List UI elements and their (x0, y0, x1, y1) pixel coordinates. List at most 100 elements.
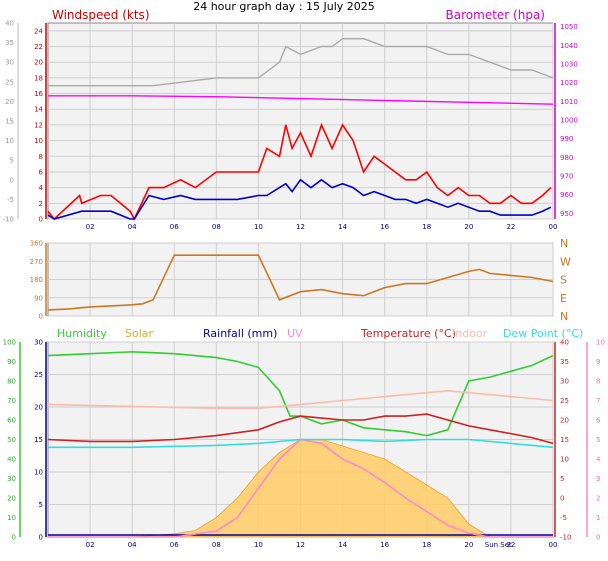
legend-item: Humidity (57, 327, 107, 340)
x-tick-label: 22 (506, 541, 515, 549)
x-tick-label: 16 (380, 223, 389, 231)
series-humidity (47, 350, 554, 437)
humidity-tick-label: 30 (7, 475, 16, 483)
temp-tick-label: 10 (560, 456, 569, 464)
compass-label: E (560, 292, 567, 305)
baro-tick-label: 1050 (560, 23, 578, 31)
outer-tick-label: 20 (5, 98, 14, 106)
series-uv (48, 438, 553, 538)
direction-tick-label: 360 (30, 240, 43, 248)
x-tick-label: 12 (296, 223, 305, 231)
humidity-tick-label: 40 (7, 456, 16, 464)
x-tick-label: 20 (464, 541, 473, 549)
uv-tick-label: 7 (596, 397, 600, 405)
temp-tick-label: 30 (560, 378, 569, 386)
outer-tick-label: 0 (10, 176, 14, 184)
wind-tick-label: 22 (34, 43, 43, 51)
x-tick-label: 20 (464, 223, 473, 231)
rain-tick-label: 15 (34, 436, 43, 444)
rain-tick-label: 0 (39, 534, 43, 542)
direction-tick-label: 90 (34, 294, 43, 302)
series-wind (47, 178, 552, 220)
baro-tick-label: 960 (560, 191, 573, 199)
temp-tick-label: -5 (560, 514, 567, 522)
x-tick-label: Sun Set (485, 541, 512, 549)
rain-tick-label: 20 (34, 404, 43, 412)
legend-item: UV (287, 327, 303, 340)
x-tick-label: 02 (86, 223, 95, 231)
temp-tick-label: -10 (560, 534, 571, 542)
temp-tick-label: 5 (560, 475, 564, 483)
temp-tick-label: 0 (560, 495, 564, 503)
rain-tick-label: 10 (34, 469, 43, 477)
baro-tick-label: 1030 (560, 61, 578, 69)
x-tick-label: 14 (338, 541, 347, 549)
humidity-tick-label: 70 (7, 397, 16, 405)
series-gust-max (48, 38, 554, 87)
wind-axis-label: Windspeed (kts) (52, 8, 150, 22)
wind-tick-label: 2 (39, 200, 43, 208)
baro-tick-label: 1020 (560, 79, 578, 87)
wind-tick-label: 8 (39, 153, 43, 161)
rain-tick-label: 5 (39, 501, 43, 509)
x-tick-label: 16 (380, 541, 389, 549)
baro-tick-label: 1010 (560, 98, 578, 106)
baro-tick-label: 950 (560, 210, 573, 218)
series-direction (47, 254, 554, 311)
humidity-tick-label: 50 (7, 436, 16, 444)
outer-tick-label: 15 (5, 118, 14, 126)
x-tick-label: 18 (422, 223, 431, 231)
wind-tick-label: 18 (34, 74, 43, 82)
page-title: 24 hour graph day : 15 July 2025 (193, 0, 375, 13)
outer-tick-label: 30 (5, 59, 14, 67)
x-tick-label: 06 (170, 223, 179, 231)
outer-tick-label: 35 (5, 39, 14, 47)
rain-tick-label: 30 (34, 339, 43, 347)
wind-tick-label: 16 (34, 90, 43, 98)
legend-item: Indoor (452, 327, 488, 340)
x-tick-label: 04 (128, 223, 137, 231)
outer-tick-label: 25 (5, 78, 14, 86)
humidity-tick-label: 80 (7, 378, 16, 386)
series-indoor (47, 389, 554, 410)
uv-tick-label: 2 (596, 495, 600, 503)
legend-item: Temperature (°C) (360, 327, 456, 340)
x-tick-label: 00 (549, 223, 558, 231)
x-tick-label: 10 (254, 223, 263, 231)
direction-tick-label: 270 (30, 258, 43, 266)
uv-tick-label: 5 (596, 436, 600, 444)
series-temperature-c (47, 413, 554, 445)
wind-tick-label: 20 (34, 59, 43, 67)
series-barometer (48, 95, 554, 105)
humidity-tick-label: 10 (7, 514, 16, 522)
direction-tick-label: 180 (30, 276, 43, 284)
humidity-tick-label: 60 (7, 417, 16, 425)
series-solar (48, 439, 553, 538)
x-tick-label: 14 (338, 223, 347, 231)
humidity-tick-label: 100 (3, 339, 16, 347)
outer-tick-label: 5 (10, 157, 14, 165)
humidity-tick-label: 90 (7, 358, 16, 366)
outer-tick-label: -5 (7, 196, 14, 204)
rain-tick-label: 25 (34, 371, 43, 379)
baro-tick-label: 970 (560, 173, 573, 181)
x-tick-label: 12 (296, 541, 305, 549)
outer-tick-label: 40 (5, 20, 14, 28)
series-dew-point-c (48, 438, 554, 449)
compass-label: N (560, 310, 568, 323)
x-tick-label: 22 (506, 223, 515, 231)
wind-tick-label: 10 (34, 137, 43, 145)
baro-tick-label: 990 (560, 135, 573, 143)
uv-tick-label: 3 (596, 475, 600, 483)
legend-item: Solar (125, 327, 154, 340)
wind-tick-label: 12 (34, 121, 43, 129)
compass-label: W (560, 255, 571, 268)
wind-tick-label: 6 (39, 168, 44, 176)
uv-tick-label: 10 (596, 339, 605, 347)
compass-label: S (560, 274, 567, 287)
uv-tick-label: 9 (596, 358, 600, 366)
temp-tick-label: 35 (560, 358, 569, 366)
legend-item: Rainfall (mm) (203, 327, 277, 340)
x-tick-label: 06 (170, 541, 179, 549)
